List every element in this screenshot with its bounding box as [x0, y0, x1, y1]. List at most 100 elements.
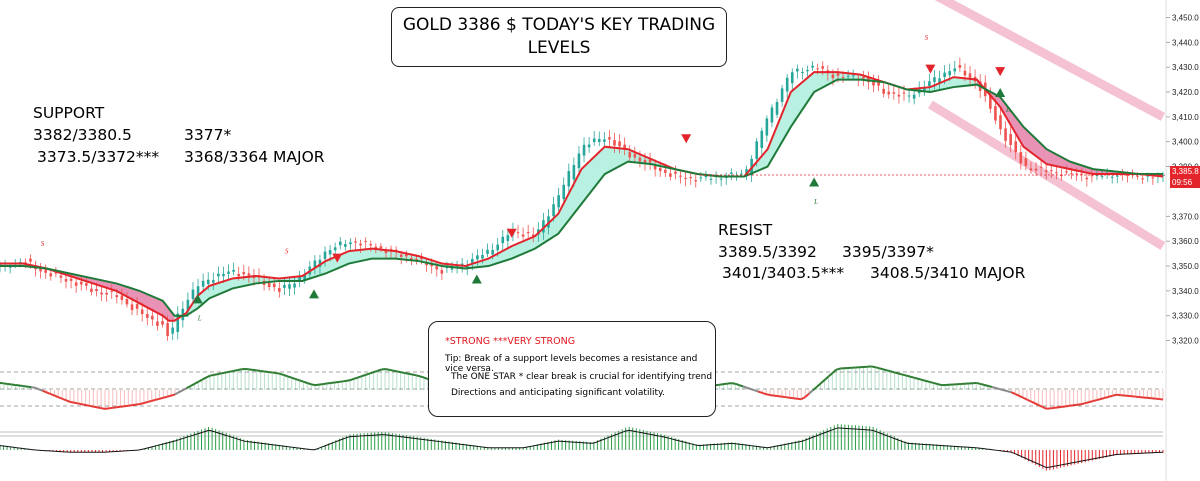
y-tick-label: 3,340.0	[1172, 287, 1199, 296]
oscillator-line	[991, 385, 997, 389]
histogram-signal-line	[169, 440, 174, 443]
oscillator-line	[396, 370, 401, 374]
oscillator-line	[789, 396, 794, 400]
oscillator-line	[1010, 391, 1016, 395]
candle-body	[24, 262, 27, 264]
histogram-signal-line	[233, 437, 237, 440]
candle-body	[968, 73, 972, 78]
candle-body	[603, 139, 606, 142]
oscillator-line	[913, 376, 919, 380]
buy-signal-icon	[995, 88, 1006, 98]
candle-body	[806, 70, 809, 72]
candle-body	[953, 68, 957, 72]
candle-body	[384, 250, 388, 253]
oscillator-line	[1057, 405, 1063, 409]
candle-body	[592, 138, 596, 143]
candle-body	[674, 171, 677, 174]
oscillator-line	[112, 406, 117, 409]
candle-body	[841, 76, 845, 78]
candle-body	[186, 299, 190, 311]
candle-body	[851, 75, 855, 77]
ema-line-2	[0, 78, 1163, 317]
candle-body	[999, 115, 1002, 130]
oscillator-line	[50, 393, 55, 397]
oscillator-line	[373, 369, 378, 374]
y-tick-label: 3,410.0	[1172, 113, 1199, 122]
oscillator-line	[299, 379, 304, 383]
oscillator-line	[890, 370, 895, 374]
signal-label: L	[1005, 106, 1010, 114]
candle-body	[338, 241, 342, 246]
histogram-signal-line	[176, 438, 181, 441]
oscillator-line	[77, 402, 82, 406]
cloud-segment	[116, 283, 140, 304]
candle-body	[288, 284, 291, 289]
histogram-signal-line	[653, 434, 658, 437]
histogram-signal-line	[1035, 462, 1040, 465]
candle-body	[552, 204, 555, 217]
candle-body	[684, 177, 687, 179]
candle-body	[1019, 151, 1023, 164]
oscillator-line	[804, 392, 810, 398]
oscillator-line	[229, 369, 234, 373]
histogram-signal-line	[890, 436, 895, 439]
candle-body	[59, 275, 63, 278]
oscillator-line	[882, 368, 888, 372]
oscillator-line	[1077, 403, 1082, 406]
oscillator-line	[342, 379, 347, 383]
candle-body	[831, 74, 835, 79]
oscillator-line	[742, 385, 748, 389]
oscillator-line	[408, 372, 413, 376]
candle-body	[1085, 177, 1089, 180]
buy-signal-icon	[809, 177, 820, 187]
histogram-signal-line	[887, 435, 891, 438]
oscillator-line	[1104, 395, 1109, 399]
oscillator-line	[723, 382, 728, 386]
histogram-signal-line	[226, 434, 230, 438]
oscillator-line	[734, 382, 740, 387]
cloud-segment	[814, 72, 838, 93]
histogram-signal-line	[781, 444, 785, 446]
candle-body	[907, 95, 911, 97]
candle-body	[846, 75, 850, 77]
histogram-signal-line	[523, 446, 527, 449]
candle-body	[938, 78, 941, 83]
histogram-signal-line	[236, 438, 241, 441]
oscillator-line	[186, 385, 192, 389]
candle-body	[303, 274, 307, 280]
candle-body	[267, 282, 271, 288]
candle-body	[90, 288, 93, 293]
cloud-segment	[767, 92, 791, 167]
candle-body	[272, 283, 276, 288]
cloud-segment	[209, 278, 233, 299]
y-tick-label: 3,430.0	[1172, 63, 1199, 72]
y-tick-label: 3,370.0	[1172, 212, 1199, 221]
sell-signal-icon	[995, 67, 1006, 77]
oscillator-line	[268, 371, 273, 374]
histogram-signal-line	[809, 436, 814, 439]
histogram-signal-line	[805, 438, 810, 441]
signal-label: S	[285, 248, 289, 256]
histogram-signal-line	[222, 433, 227, 436]
candle-body	[64, 278, 68, 282]
histogram-signal-line	[1056, 464, 1061, 467]
oscillator-line	[147, 399, 152, 403]
oscillator-line	[197, 378, 203, 383]
histogram-signal-line	[643, 432, 647, 435]
oscillator-line	[38, 388, 44, 392]
oscillator-line	[93, 405, 98, 409]
candle-body	[562, 184, 566, 200]
oscillator-line	[400, 371, 405, 374]
histogram-signal-line	[667, 437, 672, 440]
histogram-signal-line	[325, 443, 329, 447]
oscillator-line	[143, 400, 149, 404]
histogram-signal-line	[823, 431, 828, 434]
oscillator-line	[1034, 402, 1039, 406]
histogram-signal-line	[1078, 460, 1082, 463]
sell-signal-icon	[925, 64, 936, 74]
oscillator-line	[306, 382, 312, 386]
histogram-signal-line	[1049, 465, 1054, 468]
candle-body	[836, 73, 840, 76]
candle-body	[44, 269, 48, 273]
candle-body	[689, 177, 692, 179]
